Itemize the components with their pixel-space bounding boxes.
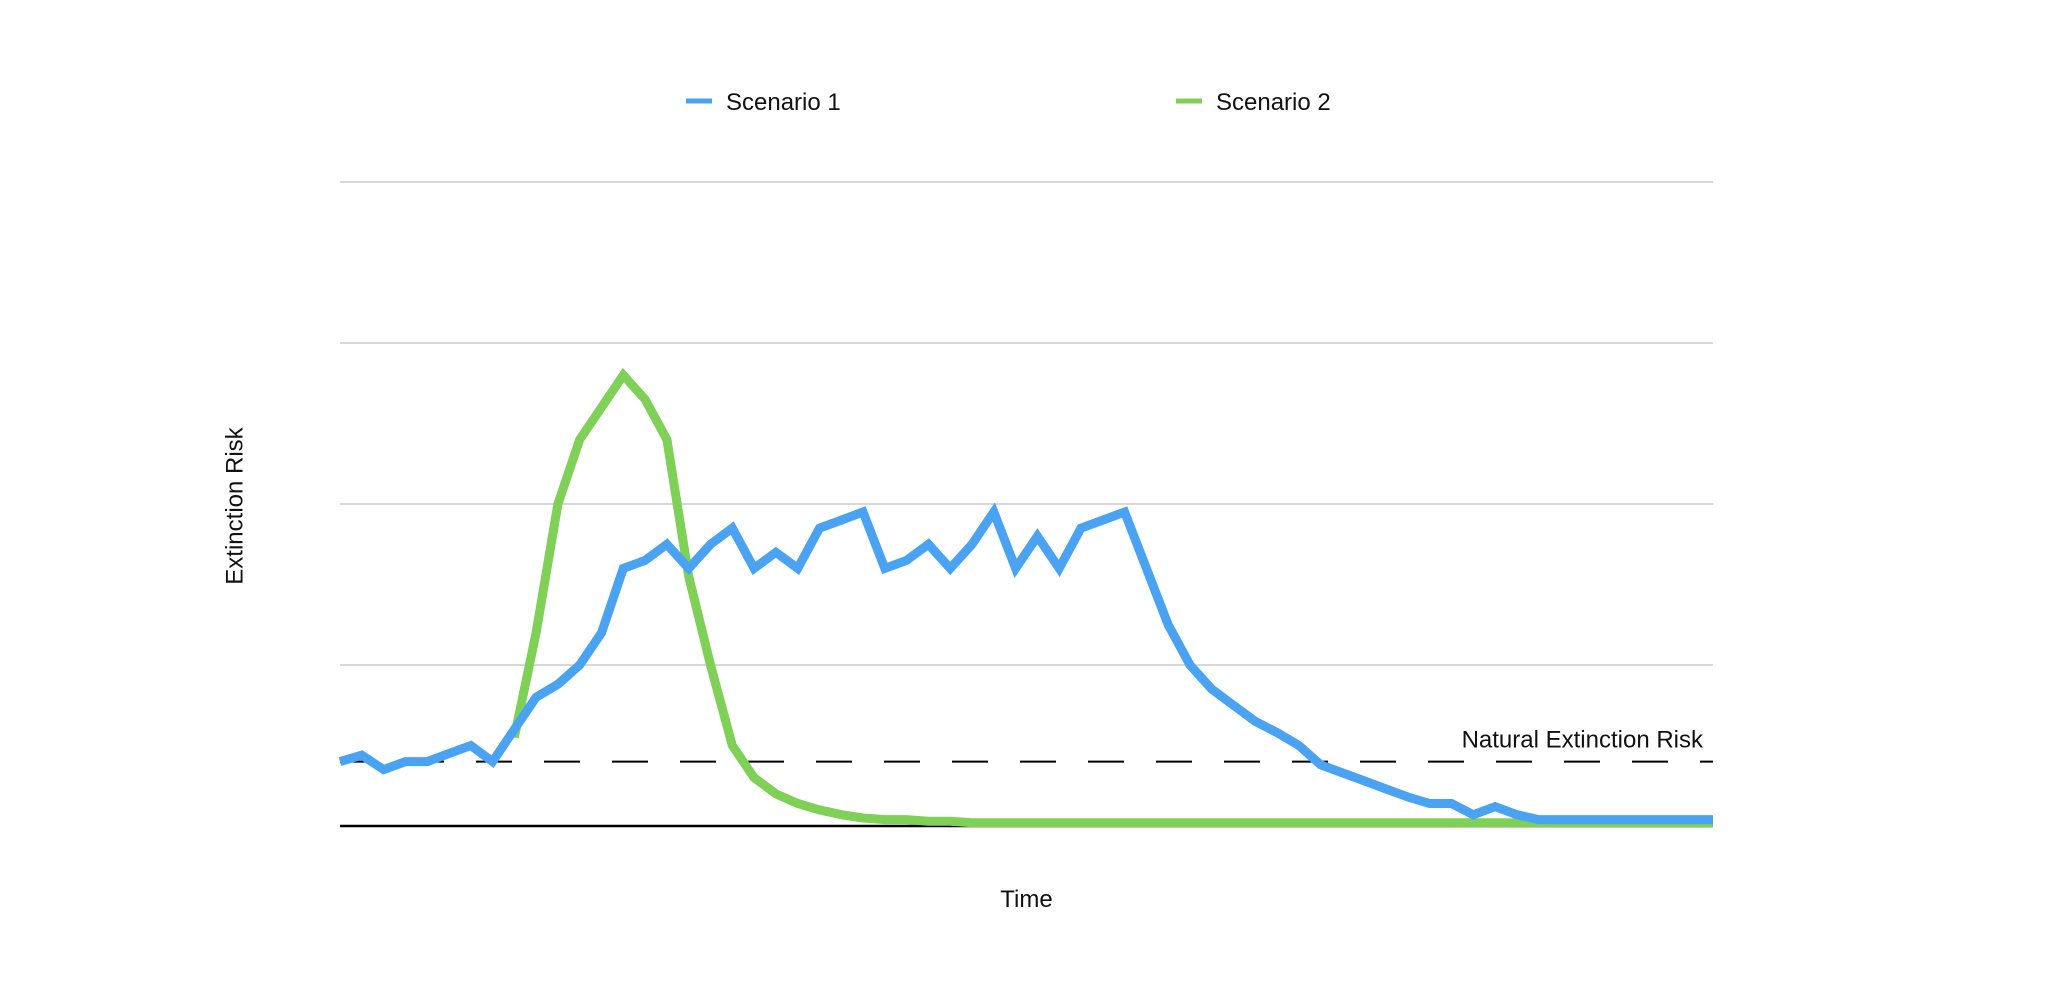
legend-label-scenario-1: Scenario 1 — [726, 89, 841, 116]
x-axis-label: Time — [1000, 886, 1052, 913]
series-line-scenario-2 — [509, 367, 1713, 828]
y-axis-label: Extinction Risk — [221, 426, 248, 584]
natural-extinction-risk-label: Natural Extinction Risk — [1462, 727, 1704, 754]
gridlines — [340, 181, 1713, 666]
series-layer — [338, 367, 1713, 828]
legend: Scenario 1 Scenario 2 — [686, 89, 1331, 116]
legend-label-scenario-2: Scenario 2 — [1216, 89, 1331, 116]
series-line-scenario-1 — [338, 502, 1713, 825]
